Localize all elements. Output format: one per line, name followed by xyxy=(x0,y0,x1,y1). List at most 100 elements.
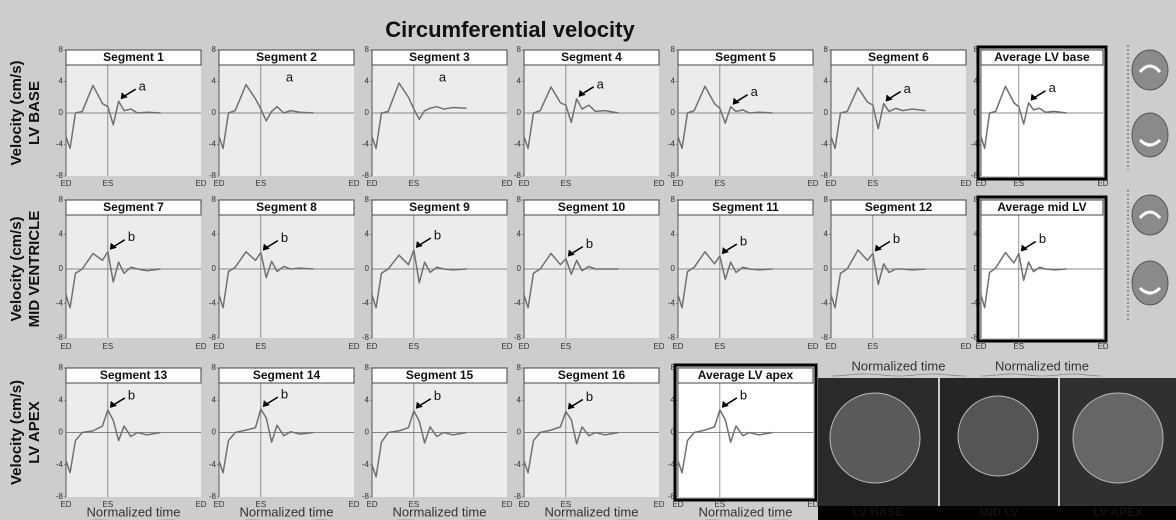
annotation: a xyxy=(286,69,294,84)
y-tick-label: 0 xyxy=(365,428,370,437)
y-tick-label: -8 xyxy=(514,333,522,342)
velocity-curve xyxy=(65,251,161,309)
x-tick-label: ES xyxy=(561,500,572,509)
x-tick-label: ED xyxy=(348,342,359,351)
annotation: a xyxy=(1049,80,1057,95)
panel-title: Segment 6 xyxy=(868,50,929,64)
y-tick-label: 8 xyxy=(517,45,522,54)
panel-title: Average LV apex xyxy=(698,368,794,382)
y-tick-label: 8 xyxy=(824,195,829,204)
velocity-curve xyxy=(523,252,619,309)
velocity-curve xyxy=(830,87,926,150)
y-tick-label: -4 xyxy=(56,299,64,308)
velocity-curve xyxy=(218,83,314,150)
row-unit-label: Velocity (cm/s) xyxy=(8,380,25,485)
y-tick-label: -8 xyxy=(668,171,676,180)
x-tick-label: ES xyxy=(256,179,267,188)
x-tick-label: ED xyxy=(518,179,529,188)
y-tick-label: 0 xyxy=(59,428,64,437)
panel-title: Segment 10 xyxy=(558,200,626,214)
velocity-curve xyxy=(218,408,314,474)
arrow-head xyxy=(1020,244,1028,252)
panel-title-box xyxy=(218,367,355,384)
y-tick-label: -8 xyxy=(56,171,64,180)
y-tick-label: -8 xyxy=(668,492,676,501)
y-tick-label: 8 xyxy=(365,363,370,372)
figure-title: Circumferential velocity xyxy=(385,17,635,42)
x-tick-label: ED xyxy=(975,342,986,351)
y-tick-label: 4 xyxy=(517,395,522,404)
panel-title: Average mid LV xyxy=(997,200,1086,214)
y-tick-label: 4 xyxy=(671,395,676,404)
x-tick-label: ED xyxy=(348,500,359,509)
panel-title-box xyxy=(677,367,814,384)
arrow-head xyxy=(567,249,575,257)
panel-title-box xyxy=(65,367,202,384)
x-tick-label: ED xyxy=(653,179,664,188)
y-tick-label: -4 xyxy=(971,299,979,308)
highlight-frame xyxy=(673,363,818,502)
y-tick-label: 8 xyxy=(671,195,676,204)
x-tick-label: ED xyxy=(195,179,206,188)
arrow-head xyxy=(874,244,882,252)
x-axis-label: Normalized time xyxy=(699,504,793,519)
y-tick-label: -8 xyxy=(514,171,522,180)
velocity-curve xyxy=(65,84,161,150)
y-tick-label: 4 xyxy=(671,77,676,86)
x-tick-label: ED xyxy=(366,179,377,188)
y-tick-label: 4 xyxy=(824,77,829,86)
y-tick-label: 8 xyxy=(212,363,217,372)
y-tick-label: -4 xyxy=(668,140,676,149)
panel-title: Segment 14 xyxy=(253,368,321,382)
y-tick-label: 8 xyxy=(59,45,64,54)
x-tick-label: ED xyxy=(518,342,529,351)
row-unit-label: Velocity (cm/s) xyxy=(8,216,25,321)
annotation: b xyxy=(1039,231,1046,246)
arrow-head xyxy=(415,401,423,409)
y-tick-label: -4 xyxy=(821,140,829,149)
x-axis-label: Normalized time xyxy=(995,358,1089,373)
y-tick-label: -8 xyxy=(971,333,979,342)
velocity-curve xyxy=(65,409,161,474)
y-tick-label: 0 xyxy=(974,108,979,117)
x-tick-label: ED xyxy=(195,342,206,351)
y-tick-label: 0 xyxy=(517,428,522,437)
x-tick-label: ES xyxy=(1013,179,1024,188)
row-name-label: LV BASE xyxy=(26,81,43,145)
x-tick-label: ES xyxy=(715,179,726,188)
y-tick-label: 4 xyxy=(212,77,217,86)
y-tick-label: -4 xyxy=(56,460,64,469)
y-tick-label: 4 xyxy=(212,230,217,239)
annotation: b xyxy=(893,231,900,246)
y-tick-label: -8 xyxy=(209,333,217,342)
panel-title-box xyxy=(371,49,508,66)
panel-title: Segment 13 xyxy=(100,368,168,382)
arrow-head xyxy=(721,400,729,408)
annotation: b xyxy=(434,227,441,242)
y-tick-label: 0 xyxy=(517,264,522,273)
highlight-frame xyxy=(976,45,1108,181)
panel-title: Segment 12 xyxy=(865,200,933,214)
y-tick-label: -8 xyxy=(56,333,64,342)
panel-title-box xyxy=(980,199,1104,216)
x-tick-label: ED xyxy=(501,500,512,509)
y-tick-label: -4 xyxy=(209,460,217,469)
x-tick-label: ED xyxy=(653,500,664,509)
annotation: a xyxy=(597,76,605,91)
x-tick-label: ED xyxy=(975,179,986,188)
panel-title-box xyxy=(830,49,967,66)
y-tick-label: 8 xyxy=(974,195,979,204)
y-tick-label: 4 xyxy=(671,230,676,239)
x-tick-label: ED xyxy=(672,500,683,509)
panel-title-box xyxy=(523,367,660,384)
y-tick-label: 0 xyxy=(212,428,217,437)
y-tick-label: -4 xyxy=(668,460,676,469)
panel-title-box xyxy=(523,49,660,66)
y-tick-label: 0 xyxy=(212,108,217,117)
y-tick-label: 0 xyxy=(671,428,676,437)
y-tick-label: 8 xyxy=(365,195,370,204)
y-tick-label: 0 xyxy=(59,264,64,273)
y-tick-label: 4 xyxy=(212,395,217,404)
x-tick-label: ES xyxy=(715,342,726,351)
